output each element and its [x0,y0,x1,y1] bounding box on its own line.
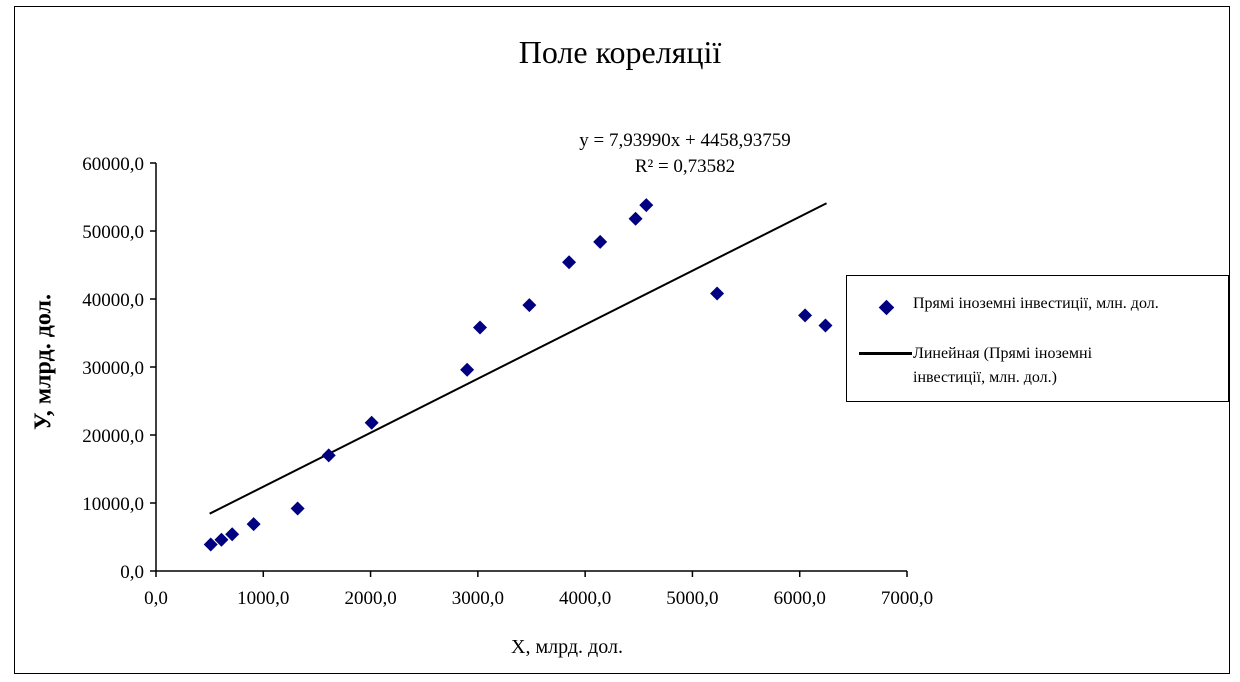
legend: Прямі іноземні інвестиції, млн. дол. Лин… [846,275,1229,402]
y-tick-label: 10000,0 [82,494,144,515]
x-tick-label: 5000,0 [666,588,718,609]
y-tick-label: 20000,0 [82,426,144,447]
data-point [818,318,833,333]
x-tick-label: 4000,0 [559,588,611,609]
trendline-r-squared: R² = 0,73582 [634,156,736,177]
legend-label-trendline-line1: Линейная (Прямі іноземні [913,345,1093,362]
diamond-marker-icon [878,299,895,316]
x-tick-label: 6000,0 [774,588,826,609]
legend-label-series: Прямі іноземні інвестиції, млн. дол. [913,295,1159,312]
trendline [209,202,827,515]
x-tick-label: 3000,0 [452,588,504,609]
data-point [593,234,608,249]
x-tick-label: 1000,0 [237,588,289,609]
data-point [321,448,336,463]
data-point [639,198,654,213]
legend-label-trendline-line2: інвестиції, млн. дол.) [913,369,1057,386]
data-point [710,286,725,301]
chart-title: Поле кореляції [518,34,722,70]
trendline-line-icon [859,352,912,355]
y-tick-label: 0,0 [120,562,144,583]
y-tick-label: 60000,0 [82,154,144,175]
data-point [290,501,305,516]
data-point [203,537,218,552]
x-tick-label: 7000,0 [881,588,933,609]
y-tick-label: 40000,0 [82,290,144,311]
data-point [214,532,229,547]
y-tick-label: 30000,0 [82,358,144,379]
x-tick-label: 2000,0 [344,588,396,609]
x-axis-label: X, млрд. дол. [511,636,623,658]
data-point [364,415,379,430]
y-tick-label: 50000,0 [82,222,144,243]
trendline-equation: y = 7,93990x + 4458,93759 [579,130,791,151]
data-point [460,362,475,377]
data-point [225,527,240,542]
x-tick-label: 0,0 [144,588,168,609]
data-point [522,298,537,313]
data-point [628,211,643,226]
data-point [798,308,813,323]
data-point [246,517,261,532]
data-point [562,255,577,270]
trendline-equation-box: y = 7,93990x + 4458,93759 R² = 0,73582 [579,128,790,180]
data-point [473,320,488,335]
